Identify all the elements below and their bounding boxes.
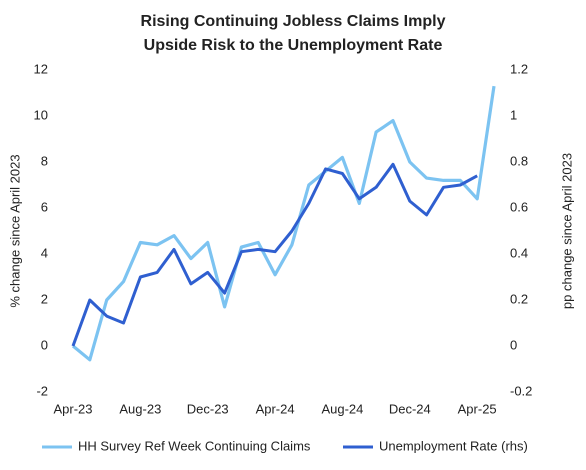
y2-tick-label: 0.8 [510,153,528,168]
y-tick-label: 0 [41,337,48,352]
y-tick-label: 12 [34,61,48,76]
x-tick-label: Aug-23 [119,401,161,416]
y2-axis-label: pp change since April 2023 [559,153,574,309]
y-tick-label: 2 [41,291,48,306]
x-tick-label: Apr-23 [53,401,92,416]
y-tick-label: 4 [41,245,48,260]
y-axis-label: % change since April 2023 [7,154,22,307]
y-tick-label: 10 [34,107,48,122]
y-tick-label: 8 [41,153,48,168]
y2-tick-label: 0 [510,337,517,352]
y-tick-label: 6 [41,199,48,214]
y2-tick-label: 0.2 [510,291,528,306]
x-tick-label: Apr-24 [256,401,295,416]
y2-tick-label: -0.2 [510,383,532,398]
x-tick-label: Dec-24 [389,401,431,416]
series-line [71,162,478,347]
y2-tick-label: 0.6 [510,199,528,214]
legend-label: HH Survey Ref Week Continuing Claims [78,438,311,453]
y2-tick-label: 0.4 [510,245,528,260]
chart-title: Rising Continuing Jobless Claims Imply [141,13,446,30]
x-tick-label: Aug-24 [321,401,363,416]
y2-tick-label: 1.2 [510,61,528,76]
y2-tick-label: 1 [510,107,517,122]
x-tick-label: Apr-25 [458,401,497,416]
x-tick-label: Dec-23 [187,401,229,416]
series-line [71,85,496,362]
legend-label: Unemployment Rate (rhs) [379,438,528,453]
chart-title: Upside Risk to the Unemployment Rate [144,37,443,54]
y-tick-label: -2 [36,383,48,398]
